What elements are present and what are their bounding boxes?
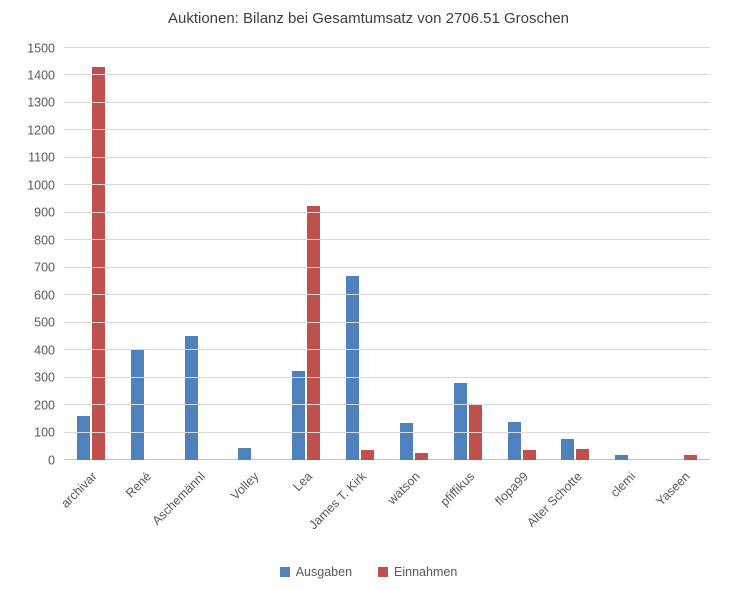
y-axis-tick-label: 1500	[27, 40, 55, 55]
bar-group: archivar	[59, 48, 105, 511]
gridline	[64, 376, 710, 378]
bar-group: Alter Schotte	[524, 48, 590, 530]
bar-einnahmen	[307, 205, 321, 460]
y-axis-tick-label: 500	[34, 315, 55, 330]
plot-area: archivar René Aschemännl Volley Lea James T. …	[27, 42, 710, 532]
y-axis-tick-label: 100	[34, 425, 55, 440]
x-axis-label: pfiffikus	[437, 469, 477, 510]
y-axis-tick-label: 0	[48, 452, 55, 467]
bar-ausgaben	[238, 447, 252, 460]
bar-group: clemi	[608, 48, 643, 500]
bar-ausgaben	[561, 438, 575, 460]
gridline	[64, 184, 710, 186]
bar-group: Volley	[228, 48, 266, 503]
legend-item-ausgaben: Ausgaben	[279, 564, 353, 579]
y-axis-tick-label: 1100	[28, 150, 55, 165]
legend-swatch	[378, 566, 389, 577]
gridline	[64, 431, 710, 433]
gridline	[64, 74, 710, 76]
x-axis-label: clemi	[607, 469, 639, 500]
x-axis-label: Volley	[228, 469, 262, 503]
bar-ausgaben	[399, 422, 413, 460]
gridline	[64, 211, 710, 213]
bar-einnahmen	[91, 67, 105, 460]
bar-ausgaben	[453, 383, 467, 460]
bar-ausgaben	[292, 370, 306, 460]
gridline	[64, 239, 710, 241]
gridline	[64, 156, 710, 158]
legend-swatch	[279, 566, 290, 577]
y-axis-tick-label: 300	[34, 370, 55, 385]
bars: archivar René Aschemännl Volley Lea James T. …	[59, 48, 710, 532]
x-axis-line	[64, 459, 710, 460]
x-axis-label: Lea	[290, 469, 316, 494]
bar-einnahmen	[576, 449, 590, 460]
gridline	[64, 266, 710, 268]
bar-group: pfiffikus	[437, 48, 482, 509]
gridline	[64, 129, 710, 131]
bar-ausgaben	[615, 454, 629, 460]
bar-einnahmen	[522, 450, 536, 460]
y-axis-tick-label: 900	[34, 205, 55, 220]
legend-label: Ausgaben	[295, 564, 353, 579]
x-axis-label: flopa99	[491, 469, 531, 509]
bar-einnahmen	[361, 450, 375, 460]
gridline	[64, 47, 710, 48]
x-axis-label: René	[122, 469, 154, 501]
x-axis-label: archivar	[58, 469, 101, 511]
y-axis-tick-label: 1300	[27, 95, 55, 110]
x-axis-label: James T. Kirk	[306, 469, 370, 533]
y-axis-tick-label: 200	[34, 397, 55, 412]
gridline	[64, 294, 710, 296]
x-axis-label: Aschemännl	[149, 469, 208, 528]
bar-group: flopa99	[492, 48, 536, 508]
bar-group: Lea	[291, 48, 321, 494]
y-axis-tick-label: 1400	[27, 68, 55, 83]
y-axis-tick-label: 1000	[27, 178, 55, 193]
x-axis-label: Alter Schotte	[524, 469, 585, 530]
legend: Ausgaben Einnahmen	[0, 564, 737, 579]
bar-ausgaben	[507, 421, 521, 460]
bar-group: watson	[385, 48, 428, 507]
gridline	[64, 321, 710, 323]
bar-group: James T. Kirk	[306, 48, 375, 532]
bar-einnahmen	[414, 453, 428, 460]
bar-group: Aschemännl	[149, 48, 213, 528]
y-axis-tick-label: 600	[34, 287, 55, 302]
y-axis-tick-label: 700	[34, 260, 55, 275]
legend-item-einnahmen: Einnahmen	[378, 564, 458, 579]
bar-group: Yaseen	[653, 48, 698, 509]
y-axis-tick-label: 1200	[27, 123, 55, 138]
gridline	[64, 349, 710, 351]
y-axis-tick-label: 800	[34, 233, 55, 248]
gridline	[64, 101, 710, 103]
y-axis-tick-label: 400	[34, 342, 55, 357]
bar-ausgaben	[76, 416, 90, 460]
legend-label: Einnahmen	[394, 564, 458, 579]
gridline	[64, 404, 710, 406]
bar-ausgaben	[184, 336, 198, 460]
x-axis-label: Yaseen	[652, 469, 693, 509]
bar-group: René	[123, 48, 159, 500]
bar-einnahmen	[684, 454, 698, 460]
chart-title: Auktionen: Bilanz bei Gesamtumsatz von 2…	[167, 10, 570, 27]
x-axis-label: watson	[385, 469, 424, 508]
